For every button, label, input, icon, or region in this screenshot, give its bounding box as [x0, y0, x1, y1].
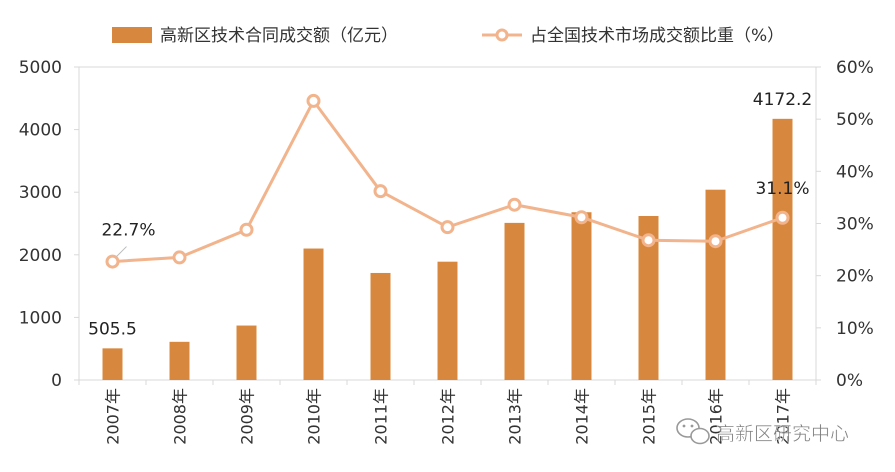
legend-line-label: 占全国技术市场成交额比重（%） — [530, 26, 784, 46]
right-tick-label: 60% — [836, 58, 874, 78]
x-tick-label: 2017年 — [774, 388, 793, 445]
data-label: 4172.2 — [753, 90, 812, 110]
right-axis-ticks: 0% 10% 20% 30% 40% 50% 60% — [816, 58, 874, 391]
bar — [638, 215, 659, 380]
bar — [236, 325, 257, 380]
line-point — [172, 250, 187, 265]
right-tick-label: 0% — [836, 371, 863, 391]
left-tick-label: 1000 — [19, 308, 62, 328]
x-tick-label: 2016年 — [707, 388, 726, 445]
bar — [370, 272, 391, 380]
legend: 高新区技术合同成交额（亿元） 占全国技术市场成交额比重（%） — [112, 26, 784, 46]
bar-series — [102, 118, 793, 380]
line-point — [105, 254, 120, 269]
left-tick-label: 4000 — [19, 121, 62, 141]
right-tick-label: 50% — [836, 110, 874, 130]
data-labels: 505.5 4172.2 22.7% 31.1% — [88, 90, 812, 340]
bar — [437, 261, 458, 380]
wechat-icon — [676, 418, 710, 445]
left-tick-label: 2000 — [19, 246, 62, 266]
series-line — [112, 98, 783, 264]
right-tick-label: 40% — [836, 162, 874, 182]
watermark-text: 高新区研究中心 — [716, 423, 849, 445]
left-tick-label: 3000 — [19, 183, 62, 203]
line-point — [239, 222, 254, 237]
right-tick-label: 20% — [836, 267, 874, 287]
data-label: 31.1% — [755, 179, 809, 199]
x-tick-label: 2011年 — [372, 388, 391, 445]
line-point — [440, 220, 455, 235]
legend-line-marker — [495, 28, 509, 42]
left-tick-label: 0 — [51, 371, 62, 391]
x-tick-label: 2013年 — [506, 388, 525, 445]
bar — [169, 341, 190, 380]
bar — [772, 118, 793, 380]
x-tick-label: 2010年 — [305, 388, 324, 445]
x-tick-label: 2008年 — [171, 388, 190, 445]
x-tick-label: 2012年 — [439, 388, 458, 445]
bar — [705, 189, 726, 380]
right-tick-label: 10% — [836, 319, 874, 339]
data-label: 22.7% — [101, 221, 155, 241]
line-point — [641, 233, 656, 248]
right-tick-label: 30% — [836, 215, 874, 235]
left-axis-ticks: 0 1000 2000 3000 4000 5000 — [19, 58, 79, 391]
bar — [571, 212, 592, 380]
x-tick-label: 2007年 — [104, 388, 123, 445]
left-tick-label: 5000 — [19, 58, 62, 78]
legend-bar-label: 高新区技术合同成交额（亿元） — [160, 26, 398, 46]
x-tick-label: 2009年 — [238, 388, 257, 445]
bar — [504, 222, 525, 380]
x-tick-label: 2015年 — [640, 388, 659, 445]
line-point — [708, 234, 723, 249]
line-point — [306, 93, 321, 108]
line-point — [507, 197, 522, 212]
line-series — [105, 93, 790, 269]
bar — [303, 248, 324, 380]
bar — [102, 348, 123, 380]
watermark: 高新区研究中心 — [676, 418, 849, 445]
line-point — [775, 210, 790, 225]
label-leader-line — [116, 246, 127, 257]
data-label: 505.5 — [88, 319, 137, 339]
legend-bar-swatch — [112, 27, 152, 43]
line-point — [373, 184, 388, 199]
line-point — [574, 210, 589, 225]
x-tick-label: 2014年 — [573, 388, 592, 445]
x-axis-ticks: 2007年 2008年 2009年 2010年 2011年 2012年 2013年 2014年… — [78, 380, 817, 445]
